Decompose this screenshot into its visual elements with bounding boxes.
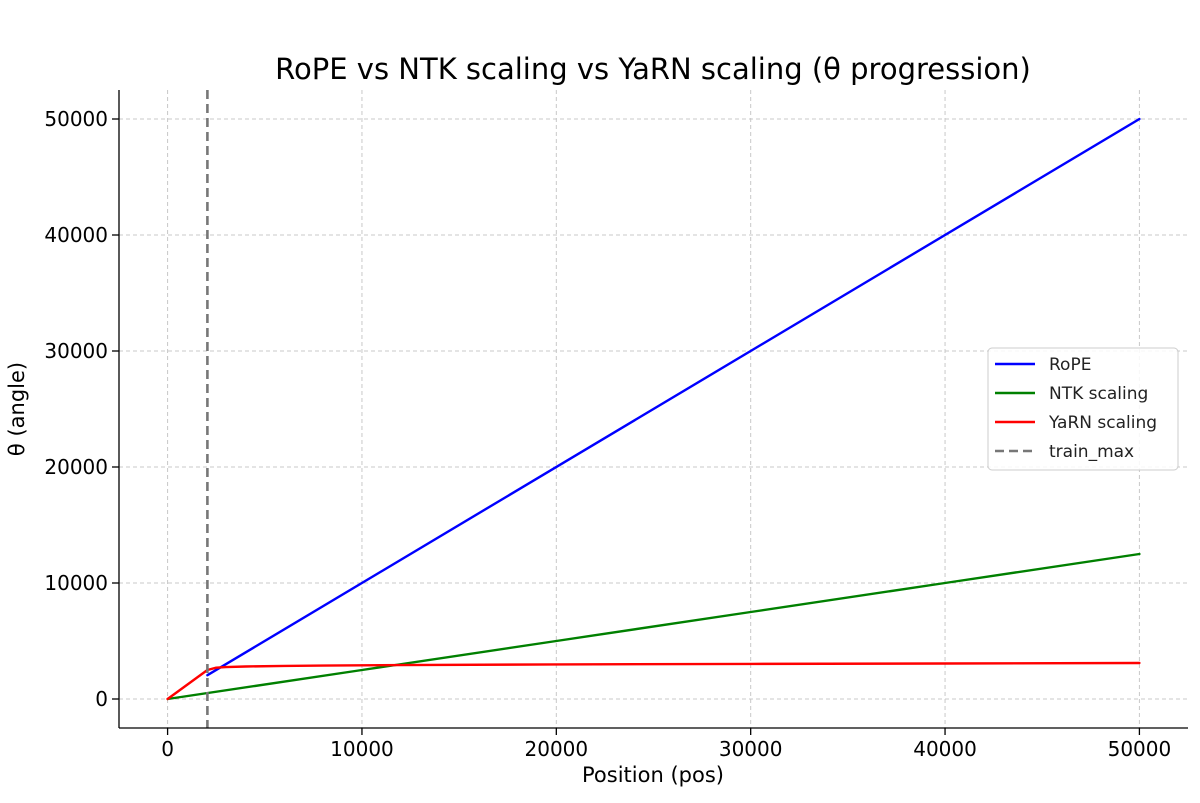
y-tick-label: 50000: [44, 107, 108, 131]
x-tick-label: 20000: [525, 737, 589, 761]
x-axis-label: Position (pos): [582, 763, 724, 787]
grid: [119, 90, 1188, 728]
chart-title: RoPE vs NTK scaling vs YaRN scaling (θ p…: [275, 52, 1031, 86]
rope-series-line: [206, 117, 1141, 677]
legend-label-yarn-scaling: YaRN scaling: [1048, 413, 1157, 433]
y-axis-label: θ (angle): [5, 362, 29, 456]
series-layer: [166, 90, 1141, 728]
x-tick-label: 30000: [719, 737, 783, 761]
x-tick-label: 50000: [1108, 737, 1172, 761]
yarn-scaling-series-line: [166, 661, 1141, 701]
y-tick-label: 0: [95, 687, 108, 711]
y-tick-label: 30000: [44, 339, 108, 363]
y-tick-label: 10000: [44, 571, 108, 595]
legend-label-rope: RoPE: [1049, 355, 1091, 375]
y-tick-label: 20000: [44, 455, 108, 479]
legend-label-ntk-scaling: NTK scaling: [1049, 384, 1148, 404]
ntk-scaling-series-line: [166, 552, 1141, 701]
ticks: 0 10000 20000 30000 40000 50000 0 10000 20000 300…: [44, 107, 1171, 761]
axes: [118, 90, 1188, 729]
x-tick-label: 0: [161, 737, 174, 761]
legend: RoPE NTK scaling YaRN scaling train_max: [987, 347, 1179, 471]
x-tick-label: 40000: [913, 737, 977, 761]
legend-frame: [987, 347, 1179, 471]
x-tick-label: 10000: [330, 737, 394, 761]
y-tick-label: 40000: [44, 223, 108, 247]
legend-label-train-max: train_max: [1049, 442, 1134, 462]
